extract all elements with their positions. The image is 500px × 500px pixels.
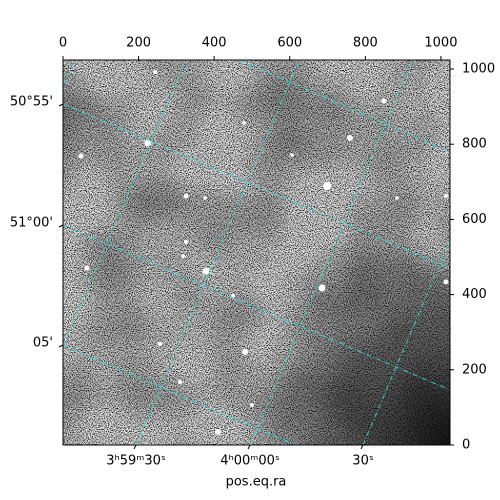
dec-tick-label: 50°55' <box>10 95 53 110</box>
y2-tick-label: 800 <box>462 137 487 152</box>
dec-tick <box>58 224 64 228</box>
x-tick-label: 400 <box>202 36 227 51</box>
ra-tick-label: 3ʰ59ᵐ30ˢ <box>106 454 166 469</box>
ra-tick <box>360 444 364 450</box>
x-tick-label: 0 <box>59 36 67 51</box>
dec-tick-label: 05' <box>33 336 53 351</box>
dec-tick <box>58 344 64 348</box>
x-tick-label: 1000 <box>424 36 457 51</box>
sky-image <box>63 60 450 445</box>
y2-tick-label: 200 <box>462 362 487 377</box>
x-tick-label: 200 <box>126 36 151 51</box>
y2-tick-label: 1000 <box>462 62 495 77</box>
y2-tick-label: 0 <box>462 438 470 453</box>
y2-tick-label: 400 <box>462 287 487 302</box>
ra-tick <box>247 444 251 450</box>
ra-tick-label: 30ˢ <box>352 454 374 469</box>
x-tick-label: 800 <box>353 36 378 51</box>
x-axis-label: pos.eq.ra <box>226 475 287 490</box>
ra-tick <box>133 444 137 450</box>
dec-tick <box>58 103 64 107</box>
x-tick-label: 600 <box>277 36 302 51</box>
ra-tick-label: 4ʰ00ᵐ00ˢ <box>220 454 280 469</box>
y2-tick-label: 600 <box>462 212 487 227</box>
coordinate-grid <box>63 60 450 445</box>
dec-tick-label: 51°00' <box>10 216 53 231</box>
axes-frame <box>62 59 451 446</box>
